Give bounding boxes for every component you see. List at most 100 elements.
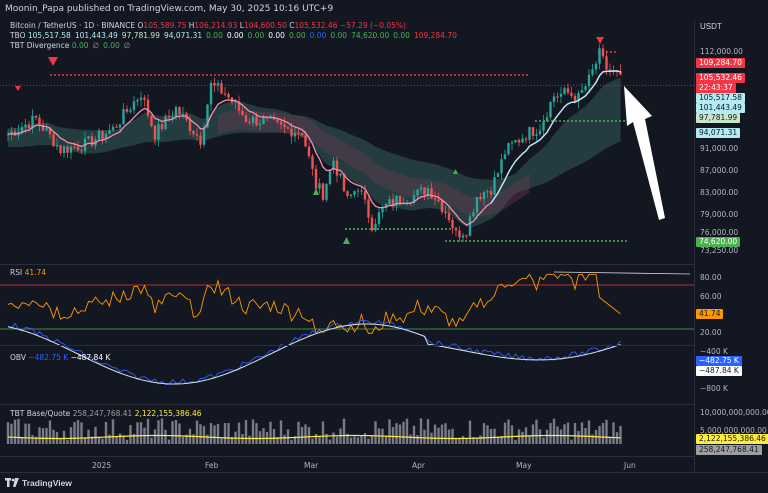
candle-body <box>493 176 496 195</box>
tbo-legend[interactable]: TBO 105,517.58 101,443.49 97,781.99 94,071.… <box>10 31 461 40</box>
volume-bar <box>451 428 454 444</box>
candle-body <box>195 134 199 136</box>
candle-body <box>76 146 80 151</box>
candle-body <box>10 131 13 135</box>
candle-body <box>286 127 290 129</box>
candle-body <box>34 115 38 118</box>
pane-separator[interactable] <box>0 264 694 265</box>
candle-body <box>451 219 454 229</box>
volume-bar <box>577 430 580 444</box>
volume-bar <box>66 439 69 444</box>
volume-bar <box>307 427 311 444</box>
volume-bar <box>241 434 244 444</box>
volume-bar <box>426 419 430 444</box>
volume-bar <box>185 434 188 444</box>
volume-bar <box>528 435 531 444</box>
candle-body <box>52 134 55 147</box>
volume-bar <box>563 424 566 444</box>
annotation-arrow <box>624 86 665 220</box>
candle-body <box>437 199 440 202</box>
time-tick: 2025 <box>92 461 112 470</box>
candle-body <box>223 93 227 95</box>
candle-body <box>48 128 52 135</box>
candle-body <box>580 90 584 93</box>
candle-body <box>90 136 94 146</box>
price-tag-tbo-support: 97,781.99 <box>696 113 741 123</box>
tbt-div-legend[interactable]: TBT Divergence 0.00 ∅ 0.00 ∅ <box>10 41 134 50</box>
candle-body <box>269 117 272 119</box>
obv-legend[interactable]: OBV −482.75 K −487.84 K <box>10 353 110 362</box>
candle-body <box>251 116 255 123</box>
volume-bar <box>202 426 206 444</box>
volume-bar <box>458 437 461 444</box>
volume-bar <box>171 421 174 444</box>
volume-bar <box>482 423 486 444</box>
candle-body <box>38 117 41 125</box>
candle-body <box>535 134 538 136</box>
tbt-label: TBT Base/Quote <box>10 409 71 418</box>
candle-body <box>143 97 146 100</box>
volume-bar <box>566 422 570 444</box>
volume-bar <box>279 420 283 444</box>
candle-body <box>398 195 402 203</box>
volume-bar <box>237 422 241 444</box>
volume-bar <box>570 439 573 444</box>
footer-brand[interactable]: TradingView <box>22 478 72 488</box>
pane-separator[interactable] <box>0 345 694 346</box>
volume-bar <box>335 436 339 444</box>
rsi-tick: 60.00 <box>700 292 722 301</box>
volume-bar <box>73 422 76 444</box>
volume-bar <box>164 429 167 444</box>
volume-bar <box>104 421 108 444</box>
volume-bar <box>311 438 314 444</box>
candle-body <box>31 115 34 129</box>
volume-bar <box>374 421 377 444</box>
candle-body <box>360 190 363 192</box>
volume-bar <box>118 433 122 444</box>
candle-body <box>27 124 31 129</box>
candle-body <box>276 119 279 122</box>
volume-bar <box>251 419 255 444</box>
volume-bar <box>542 437 545 444</box>
candle-body <box>237 101 241 111</box>
currency-label[interactable]: USDT <box>700 22 722 31</box>
candle-body <box>419 187 423 190</box>
candle-body <box>244 115 248 122</box>
candle-body <box>202 127 206 145</box>
candle-body <box>444 211 447 214</box>
volume-bar <box>38 427 41 444</box>
ohlc-close: 105,532.46 <box>294 21 338 30</box>
volume-bar <box>465 438 468 444</box>
candle-body <box>146 99 150 116</box>
candle-body <box>150 115 153 126</box>
volume-bar <box>300 426 304 444</box>
volume-bar <box>59 438 62 444</box>
obv-tick: −400 K <box>700 347 728 356</box>
volume-bar <box>353 436 356 444</box>
candle-body <box>87 136 90 139</box>
volume-bar <box>206 434 209 444</box>
pane-separator[interactable] <box>0 404 694 405</box>
volume-bar <box>76 420 80 444</box>
volume-bar <box>216 423 220 444</box>
tbo-value: 0.00 <box>268 31 285 40</box>
obv-signal-line <box>7 323 621 385</box>
candle-body <box>20 127 24 132</box>
price-tick: 79,000.00 <box>700 210 739 219</box>
volume-bar <box>521 431 524 444</box>
candle-body <box>461 235 465 238</box>
price-tick: 87,000.00 <box>700 166 739 175</box>
symbol-legend[interactable]: Bitcoin / TetherUS · 1D · BINANCE O105,5… <box>10 21 406 30</box>
candle-body <box>374 224 377 231</box>
tbt-legend[interactable]: TBT Base/Quote 258,247,768.41 2,122,155,… <box>10 409 202 418</box>
volume-bar <box>146 418 150 444</box>
rsi-legend[interactable]: RSI 41.74 <box>10 268 46 277</box>
volume-bar <box>489 429 493 444</box>
volume-bar <box>52 429 55 444</box>
candle-body <box>500 159 503 174</box>
volume-bar <box>342 418 346 444</box>
time-tick: Apr <box>412 461 425 470</box>
candle-body <box>447 213 451 220</box>
volume-bar <box>440 424 444 444</box>
price-tag-tbo-slow: 94,071.31 <box>696 128 741 138</box>
